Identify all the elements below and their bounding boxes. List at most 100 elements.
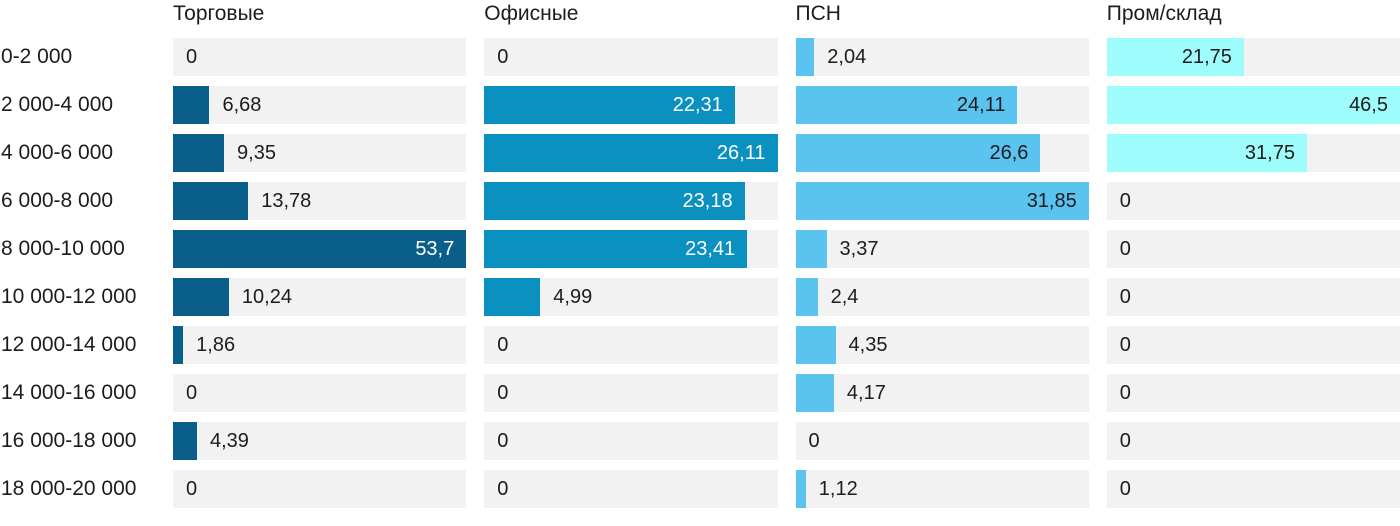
column-headers: Торговые Офисные ПСН Пром/склад <box>0 0 1400 28</box>
bar-value-label: 4,17 <box>846 382 886 404</box>
bar-fill <box>173 278 229 316</box>
bar-value-label: 31,75 <box>1244 141 1295 164</box>
column-header-psn: ПСН <box>795 2 841 25</box>
bar-fill: 31,85 <box>795 182 1089 220</box>
bar-fill <box>795 374 834 412</box>
category-label: 18 000-20 000 <box>1 477 137 500</box>
chart-rows: 0-2 000 0 0 2,04 21,75 2 000-4 000 6,68 22,31 24… <box>0 38 1400 508</box>
bar-track: 2,04 <box>795 38 1089 76</box>
bar-value-label: 0 <box>497 382 509 404</box>
bar-value-label: 0 <box>1119 238 1131 260</box>
bar-fill: 53,7 <box>173 230 467 268</box>
bar-value-label: 4,99 <box>553 286 593 308</box>
bar-value-label: 0 <box>1119 334 1131 356</box>
bar-track: 10,24 <box>173 278 467 316</box>
bar-value-label: 6,68 <box>222 94 262 116</box>
bar-value-label: 3,37 <box>839 238 879 260</box>
bar-track: 23,41 <box>484 230 778 268</box>
column-header-torgovye: Торговые <box>173 2 265 25</box>
category-label: 14 000-16 000 <box>1 381 137 404</box>
bar-track: 0 <box>484 38 778 76</box>
category-label: 2 000-4 000 <box>1 93 114 116</box>
bar-track: 3,37 <box>795 230 1089 268</box>
bar-fill <box>173 86 210 124</box>
bar-value-label: 2,4 <box>830 286 859 308</box>
bar-value-label: 9,35 <box>237 142 276 164</box>
bar-fill <box>795 230 827 268</box>
bar-fill: 46,5 <box>1106 86 1400 124</box>
bar-fill <box>795 278 818 316</box>
bar-value-label: 21,75 <box>1181 45 1232 68</box>
bar-value-label: 2,04 <box>827 46 867 68</box>
bar-track: 1,86 <box>173 326 467 364</box>
chart-row: 0-2 000 0 0 2,04 21,75 <box>0 38 1400 76</box>
bar-value-label: 0 <box>186 382 198 404</box>
bar-track: 0 <box>1106 374 1400 412</box>
chart-row: 14 000-16 000 0 0 4,17 0 <box>0 374 1400 412</box>
bar-track: 1,12 <box>795 470 1089 508</box>
column-header-ofisnye: Офисные <box>484 2 579 25</box>
bar-track: 0 <box>173 470 467 508</box>
bar-track: 6,68 <box>173 86 467 124</box>
bar-value-label: 0 <box>808 430 820 452</box>
bar-value-label: 22,31 <box>672 93 723 116</box>
bar-track: 53,7 <box>173 230 467 268</box>
bar-track: 21,75 <box>1106 38 1400 76</box>
bar-fill: 26,6 <box>795 134 1041 172</box>
bar-value-label: 23,41 <box>685 237 736 260</box>
bar-fill: 23,41 <box>484 230 748 268</box>
bar-track: 0 <box>1106 230 1400 268</box>
bar-track: 0 <box>795 422 1089 460</box>
bar-value-label: 10,24 <box>241 286 292 308</box>
bar-fill: 23,18 <box>484 182 745 220</box>
bar-track: 4,39 <box>173 422 467 460</box>
bar-value-label: 0 <box>497 334 509 356</box>
bar-track: 0 <box>484 326 778 364</box>
bar-value-label: 46,5 <box>1349 93 1388 116</box>
bar-track: 4,17 <box>795 374 1089 412</box>
bar-fill: 31,75 <box>1106 134 1307 172</box>
bar-fill: 26,11 <box>484 134 778 172</box>
chart-row: 18 000-20 000 0 0 1,12 0 <box>0 470 1400 508</box>
bar-track: 0 <box>173 374 467 412</box>
bar-track: 0 <box>484 422 778 460</box>
bar-fill <box>795 38 815 76</box>
bar-value-label: 1,86 <box>196 334 236 356</box>
bar-track: 0 <box>1106 422 1400 460</box>
chart-row: 2 000-4 000 6,68 22,31 24,11 46,5 <box>0 86 1400 124</box>
chart-row: 8 000-10 000 53,7 23,41 3,37 0 <box>0 230 1400 268</box>
chart-row: 6 000-8 000 13,78 23,18 31,85 0 <box>0 182 1400 220</box>
bar-value-label: 53,7 <box>415 237 455 260</box>
bar-track: 0 <box>1106 278 1400 316</box>
chart-row: 12 000-14 000 1,86 0 4,35 0 <box>0 326 1400 364</box>
bar-track: 4,35 <box>795 326 1089 364</box>
bar-value-label: 0 <box>1119 430 1131 452</box>
bar-value-label: 0 <box>186 478 198 500</box>
bar-track: 0 <box>1106 470 1400 508</box>
column-header-prom-sklad: Пром/склад <box>1106 2 1222 25</box>
bar-fill: 22,31 <box>484 86 735 124</box>
bar-value-label: 0 <box>1119 286 1131 308</box>
chart-row: 4 000-6 000 9,35 26,11 26,6 31,75 <box>0 134 1400 172</box>
bar-track: 2,4 <box>795 278 1089 316</box>
bar-track: 31,75 <box>1106 134 1400 172</box>
category-label: 0-2 000 <box>1 45 73 68</box>
bar-track: 24,11 <box>795 86 1089 124</box>
category-label: 10 000-12 000 <box>1 285 137 308</box>
category-label: 8 000-10 000 <box>1 237 125 260</box>
bar-fill: 21,75 <box>1106 38 1244 76</box>
bar-track: 0 <box>173 38 467 76</box>
bar-fill: 24,11 <box>795 86 1018 124</box>
bar-value-label: 31,85 <box>1026 189 1077 212</box>
bar-value-label: 26,6 <box>989 141 1029 164</box>
bar-value-label: 13,78 <box>261 190 312 212</box>
category-label: 4 000-6 000 <box>1 141 114 164</box>
bar-fill <box>484 278 541 316</box>
bar-fill <box>173 134 225 172</box>
bar-track: 0 <box>1106 326 1400 364</box>
bar-track: 23,18 <box>484 182 778 220</box>
bar-value-label: 0 <box>1119 382 1131 404</box>
bar-value-label: 1,12 <box>818 478 858 500</box>
bar-track: 0 <box>484 374 778 412</box>
